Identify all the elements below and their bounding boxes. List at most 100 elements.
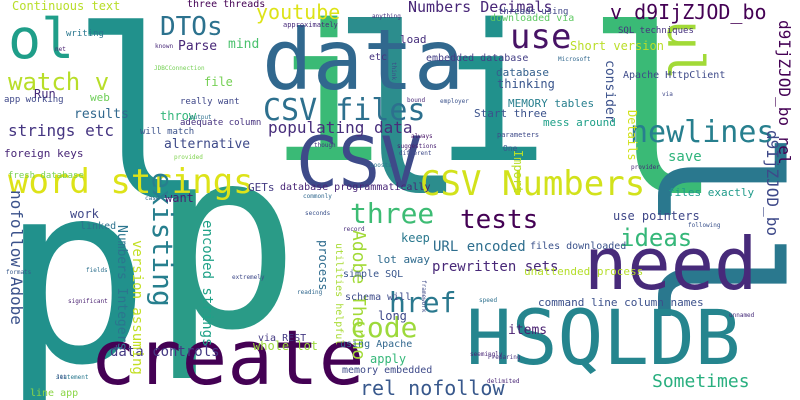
cloud-word: foreign keys (4, 147, 84, 160)
cloud-word: Continuous text (12, 0, 121, 13)
cloud-word: utilities helpful (333, 243, 344, 346)
cloud-word: l (585, 0, 724, 248)
cloud-word: fields (86, 267, 108, 274)
cloud-word: boosts (370, 162, 392, 169)
cloud-word: files exactly (668, 186, 755, 199)
cloud-word: apply (370, 352, 407, 366)
cloud-word: JDBCConnection (154, 65, 205, 72)
cloud-word: nofollow Adobe (7, 190, 26, 325)
cloud-word: provided (174, 154, 203, 161)
cloud-word: using Apache (340, 339, 413, 350)
cloud-word: i (270, 0, 385, 205)
cloud-word: Start three (474, 107, 547, 120)
cloud-word: href (389, 286, 457, 319)
cloud-word: commonly (303, 193, 332, 200)
cloud-word: Numbers Integers (114, 225, 129, 351)
cloud-word: rel nofollow (360, 376, 505, 400)
cloud-word: populating data (268, 118, 413, 137)
cloud-word: suggestions (397, 143, 437, 150)
cloud-word: use (510, 17, 572, 57)
cloud-word: linked (80, 221, 117, 232)
cloud-word: writing (66, 29, 104, 39)
cloud-word: word strings (8, 162, 254, 202)
cloud-word: Details (625, 110, 639, 161)
cloud-word: files downloaded (530, 241, 627, 252)
cloud-word: app working (4, 95, 64, 105)
cloud-word: threads using (498, 7, 569, 17)
cloud-word: URL encoded (433, 239, 526, 255)
cloud-word: provider (631, 164, 660, 171)
cloud-word: v d9IjZJOD_bo (610, 0, 767, 24)
cloud-word: mess around (543, 116, 616, 129)
cloud-word: i (435, 0, 550, 205)
cloud-word: output (190, 114, 212, 121)
cloud-word: data controls (110, 344, 220, 360)
cloud-word: tests (460, 205, 539, 235)
cloud-word: think (390, 62, 397, 81)
cloud-word: strings etc (8, 121, 114, 140)
cloud-word: etc (369, 52, 388, 63)
cloud-word: Import (511, 150, 525, 194)
cloud-word: d9IjZJOD_bo (763, 130, 782, 236)
cloud-word: MEMORY tables (508, 97, 595, 110)
cloud-word: need (584, 222, 758, 306)
cloud-word: three (350, 197, 435, 230)
cloud-word: ideas (620, 224, 693, 252)
cloud-word: case (145, 195, 160, 202)
cloud-word: different (399, 150, 432, 157)
cloud-word: l (330, 0, 469, 248)
cloud-word: CSV files (263, 93, 426, 128)
cloud-word: use pointers (613, 209, 700, 223)
cloud-word: employer (440, 98, 469, 105)
cloud-word: prewritten sets (432, 259, 559, 275)
cloud-word: One (503, 144, 518, 153)
cloud-word: Parse (178, 39, 218, 54)
cloud-word: l (70, 0, 212, 254)
cloud-word: lot away (377, 253, 430, 266)
cloud-word: approximately (283, 21, 338, 29)
cloud-word: p (150, 94, 301, 385)
cloud-word: thinking (497, 77, 555, 91)
cloud-word: items (508, 323, 548, 338)
cloud-word: GETs (248, 181, 275, 194)
cloud-word: Numbers Decimals (408, 0, 553, 16)
cloud-word: version assuming (129, 240, 145, 375)
cloud-word: really want (180, 97, 240, 107)
cloud-word: Short version (570, 39, 664, 53)
cloud-word: simple SQL (343, 269, 404, 280)
cloud-word: long (378, 309, 407, 323)
cloud-word: watch v (8, 68, 110, 96)
cloud-word: embedded database (426, 53, 529, 64)
cloud-word: command line column names (538, 296, 704, 309)
cloud-word: extremely (232, 274, 265, 281)
cloud-word: record (343, 226, 365, 233)
cloud-word: Preparing (488, 354, 521, 361)
cloud-word: Microsoft (558, 56, 591, 63)
cloud-word: adequate column (180, 118, 262, 128)
cloud-word: encoded strings (199, 220, 215, 347)
cloud-word: throw (160, 109, 197, 123)
cloud-word: seconds (305, 210, 331, 217)
cloud-word: Run (34, 87, 56, 101)
cloud-word: statement (56, 374, 89, 381)
cloud-word: significant (68, 298, 108, 305)
cloud-word: via REST (258, 333, 307, 344)
cloud-word: unattended process (524, 265, 644, 278)
cloud-word: Jet (56, 374, 67, 381)
cloud-word: anything (372, 13, 401, 20)
cloud-word: downloaded via (490, 13, 575, 24)
cloud-word: bound (407, 97, 426, 104)
cloud-word: process (316, 240, 330, 291)
cloud-word: keep (401, 231, 430, 245)
cloud-word: though (314, 142, 336, 149)
cloud-word: known (155, 43, 174, 50)
cloud-word: SQL techniques (618, 26, 694, 36)
cloud-word: create (90, 313, 365, 400)
cloud-word: delimited (487, 378, 520, 385)
cloud-word: newlines (630, 115, 775, 150)
cloud-word: Apache HttpClient (623, 70, 726, 81)
cloud-word: alternative (164, 137, 251, 152)
cloud-word: code (350, 311, 418, 344)
cloud-word: three threads (187, 0, 266, 10)
